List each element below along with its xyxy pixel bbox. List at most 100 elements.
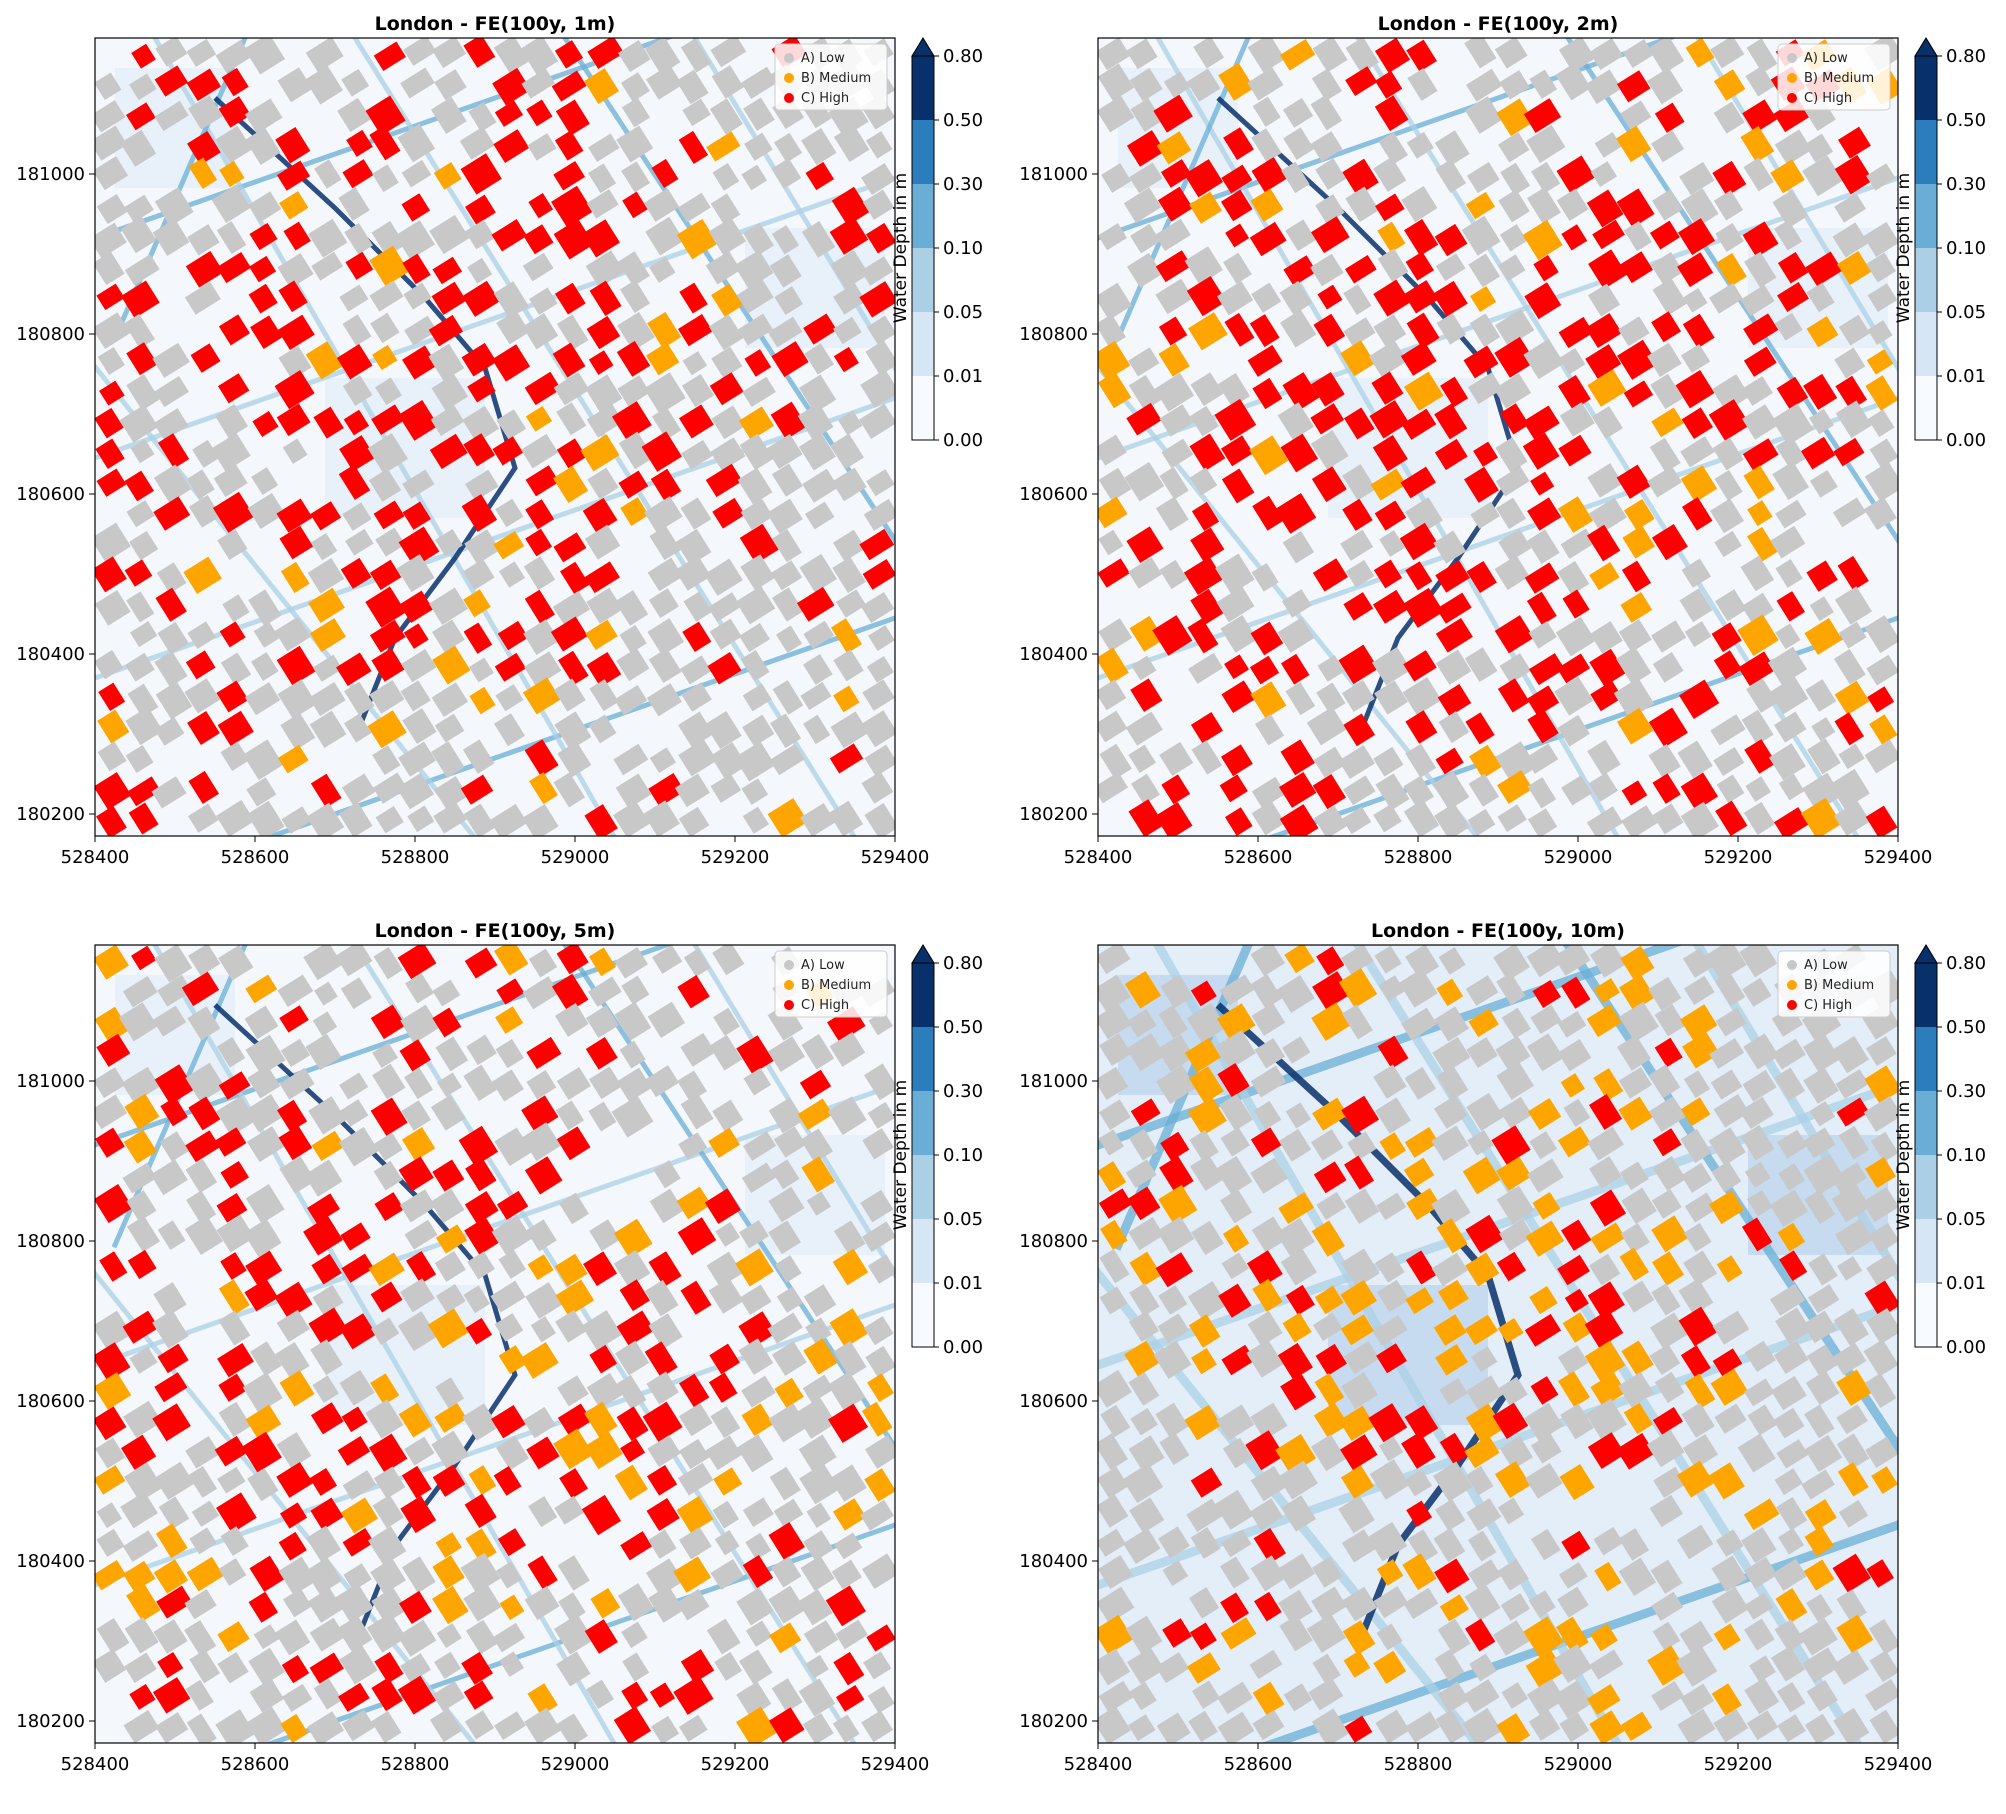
colorbar-tick-label: 0.00 [1946,430,1986,451]
colorbar-tick-label: 0.01 [1946,366,1986,387]
map-svg: London - FE(100y, 1m) 528400 528600 528800 5… [16,13,983,868]
flood-map [95,945,895,1743]
colorbar-tick-label: 0.80 [943,46,983,67]
legend-marker [784,980,794,990]
legend: A) Low B) Medium C) High [774,950,888,1018]
legend: A) Low B) Medium C) High [1777,950,1891,1018]
legend: A) Low B) Medium C) High [1777,43,1891,111]
colorbar-tick-label: 0.00 [943,430,983,451]
colorbar-tick-label: 0.00 [1946,1337,1986,1358]
legend-label: B) Medium [1804,978,1874,993]
y-tick-label: 180400 [1019,1551,1088,1572]
colorbar: 0.00 0.01 0.05 0.10 0.30 0.50 0.80 Water Depth … [891,37,983,451]
colorbar-tick-label: 0.80 [1946,953,1986,974]
x-tick-label: 529000 [541,1754,610,1775]
y-tick-label: 180200 [16,804,85,825]
colorbar-tick-label: 0.01 [1946,1273,1986,1294]
colorbar-tick-label: 0.30 [1946,174,1986,195]
y-tick-label: 180200 [1019,804,1088,825]
y-tick-label: 181000 [16,164,85,185]
x-tick-label: 528400 [1064,1754,1133,1775]
legend-marker [1787,960,1797,970]
colorbar-label: Water Depth in m [1894,1080,1914,1230]
x-tick-label: 529200 [701,1754,770,1775]
panel-title: London - FE(100y, 1m) [375,13,616,35]
x-tick-label: 529000 [1544,847,1613,868]
y-tick-label: 180200 [16,1711,85,1732]
colorbar-tick-label: 0.00 [943,1337,983,1358]
legend-marker [784,960,794,970]
colorbar-tick-label: 0.80 [1946,46,1986,67]
flood-map [95,38,895,836]
x-tick-label: 529400 [1864,847,1933,868]
colorbar-label: Water Depth in m [891,173,911,323]
colorbar-tick-label: 0.50 [943,110,983,131]
x-tick-label: 528400 [61,1754,130,1775]
x-tick-label: 529400 [861,847,930,868]
y-tick-label: 180800 [1019,1231,1088,1252]
colorbar: 0.00 0.01 0.05 0.10 0.30 0.50 0.80 Water Depth … [1894,37,1986,451]
x-tick-label: 528800 [1384,847,1453,868]
legend-label: C) High [801,91,849,106]
colorbar-tick-label: 0.30 [943,1081,983,1102]
y-tick-label: 180800 [1019,324,1088,345]
colorbar-tick-label: 0.10 [1946,238,1986,259]
map-svg: London - FE(100y, 5m) 528400 528600 528800 5… [16,920,983,1775]
map-panel-1m: London - FE(100y, 1m) 528400 528600 528800 5… [0,0,1003,907]
x-tick-label: 528800 [381,1754,450,1775]
colorbar-tick-label: 0.50 [1946,110,1986,131]
y-tick-label: 180600 [1019,1391,1088,1412]
colorbar-tick-label: 0.50 [1946,1017,1986,1038]
x-tick-label: 529200 [701,847,770,868]
legend-label: A) Low [1804,958,1848,973]
colorbar-tick-label: 0.05 [1946,302,1986,323]
panel-title: London - FE(100y, 2m) [1378,13,1619,35]
legend-label: A) Low [801,51,845,66]
legend-marker [784,1000,794,1010]
x-tick-label: 528600 [1224,847,1293,868]
map-panel-10m: London - FE(100y, 10m) 528400 528600 528800… [1003,907,2006,1814]
y-tick-label: 181000 [16,1071,85,1092]
colorbar: 0.00 0.01 0.05 0.10 0.30 0.50 0.80 Water Depth … [891,944,983,1358]
legend-marker [1787,93,1797,103]
legend-label: C) High [1804,91,1852,106]
y-tick-label: 180200 [1019,1711,1088,1732]
y-tick-label: 180600 [1019,484,1088,505]
panel-title: London - FE(100y, 5m) [375,920,616,942]
map-panel-5m: London - FE(100y, 5m) 528400 528600 528800 5… [0,907,1003,1814]
legend-label: B) Medium [801,978,871,993]
map-panel-2m: London - FE(100y, 2m) 528400 528600 528800 5… [1003,0,2006,907]
legend-label: C) High [1804,998,1852,1013]
colorbar-tick-label: 0.05 [1946,1209,1986,1230]
colorbar-tick-label: 0.01 [943,366,983,387]
x-tick-label: 528400 [1064,847,1133,868]
y-tick-label: 180400 [1019,644,1088,665]
x-tick-label: 528600 [221,1754,290,1775]
x-tick-label: 528800 [381,847,450,868]
flood-map [1098,945,1898,1743]
colorbar-tick-label: 0.80 [943,953,983,974]
legend-marker [784,53,794,63]
colorbar-tick-label: 0.30 [1946,1081,1986,1102]
legend-marker [1787,73,1797,83]
colorbar-tick-label: 0.05 [943,1209,983,1230]
colorbar-tick-label: 0.01 [943,1273,983,1294]
panel-title: London - FE(100y, 10m) [1371,920,1625,942]
y-tick-label: 180800 [16,1231,85,1252]
legend-label: A) Low [1804,51,1848,66]
x-tick-label: 529400 [1864,1754,1933,1775]
colorbar: 0.00 0.01 0.05 0.10 0.30 0.50 0.80 Water Depth … [1894,944,1986,1358]
flood-map [1098,38,1898,836]
colorbar-tick-label: 0.10 [943,238,983,259]
map-svg: London - FE(100y, 10m) 528400 528600 528800… [1019,920,1986,1775]
x-tick-label: 529400 [861,1754,930,1775]
x-tick-label: 529200 [1704,1754,1773,1775]
x-tick-label: 529000 [541,847,610,868]
y-tick-label: 180400 [16,644,85,665]
legend-marker [1787,980,1797,990]
x-tick-label: 528400 [61,847,130,868]
y-tick-label: 180800 [16,324,85,345]
colorbar-tick-label: 0.10 [943,1145,983,1166]
legend-marker [1787,1000,1797,1010]
y-tick-label: 181000 [1019,1071,1088,1092]
